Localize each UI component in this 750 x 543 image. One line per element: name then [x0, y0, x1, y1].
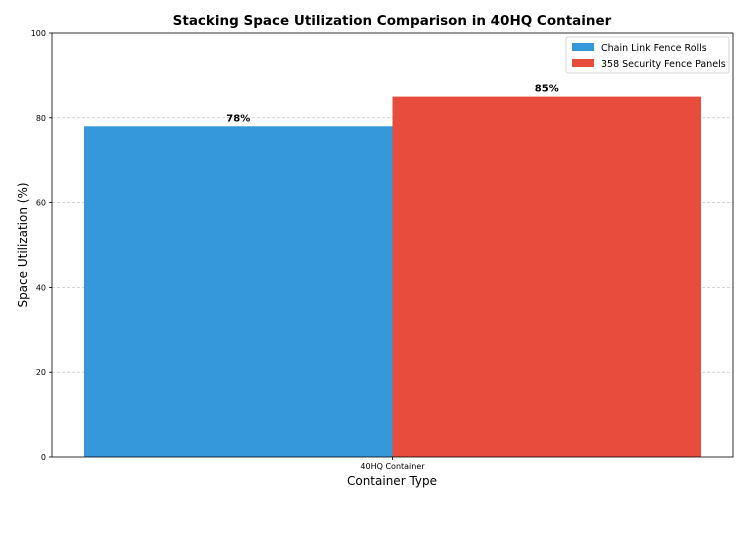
bar-data-label: 85% — [535, 84, 559, 95]
y-tick-label: 100 — [31, 29, 46, 38]
y-tick-label: 80 — [36, 114, 46, 123]
chart-title: Stacking Space Utilization Comparison in… — [173, 13, 612, 29]
y-tick-label: 60 — [36, 199, 46, 208]
y-tick-label: 20 — [36, 368, 46, 377]
legend-box — [565, 36, 730, 74]
x-axis-label: Container Type — [347, 474, 437, 488]
legend-swatch — [572, 59, 594, 67]
x-tick-label: 40HQ Container — [360, 462, 425, 471]
y-axis-label: Space Utilization (%) — [16, 182, 30, 307]
y-tick-label: 0 — [41, 453, 46, 462]
bars: 78% 85% — [84, 84, 701, 457]
bar-security-panels — [392, 96, 701, 457]
x-axis-ticks: 40HQ Container — [360, 457, 425, 471]
legend-label: Chain Link Fence Rolls — [601, 43, 707, 54]
bar-data-label: 78% — [226, 113, 250, 124]
legend-swatch — [572, 43, 594, 51]
y-axis-ticks: 0 20 40 60 80 100 — [31, 29, 52, 462]
y-tick-label: 40 — [36, 283, 46, 292]
legend: Chain Link Fence Rolls 358 Security Fence… — [565, 36, 730, 74]
bar-chain-link — [84, 126, 393, 457]
legend-label: 358 Security Fence Panels — [601, 59, 726, 70]
